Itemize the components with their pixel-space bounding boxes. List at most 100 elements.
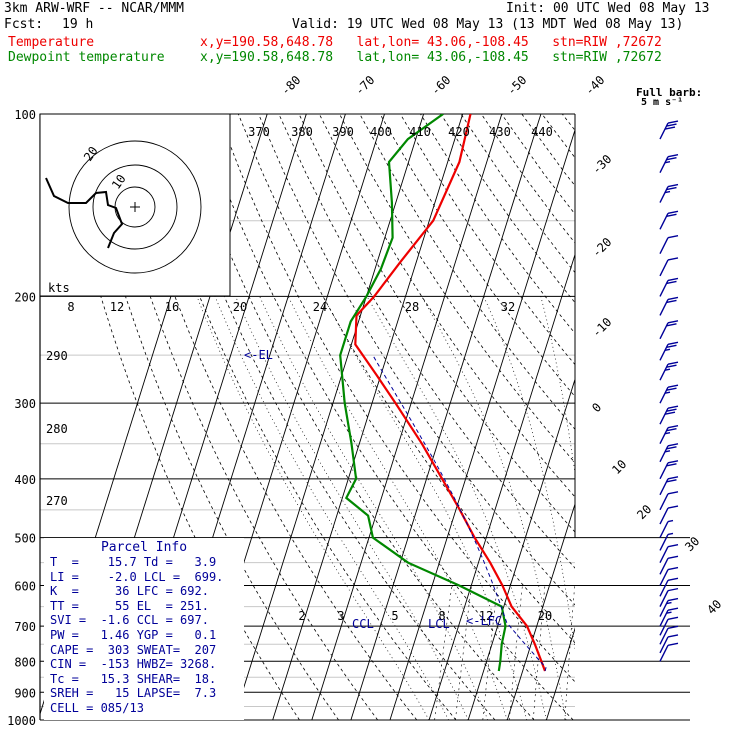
parcel-info-row: CIN = -153 HWBZ= 3268. bbox=[50, 657, 217, 672]
hodograph-speed-label: 8 bbox=[67, 300, 74, 314]
wind-barb-flag bbox=[666, 364, 677, 368]
wind-barb-flag bbox=[667, 234, 679, 239]
dry-adiabat bbox=[480, 114, 575, 244]
parcel-info-title: Parcel Info bbox=[100, 540, 188, 555]
dry-adiabat bbox=[116, 114, 418, 720]
wind-barb-flag bbox=[667, 476, 679, 480]
wind-barb bbox=[659, 597, 679, 617]
wind-barb-staff bbox=[659, 507, 669, 525]
wind-barb bbox=[659, 555, 679, 575]
wind-barb-staff bbox=[659, 619, 669, 636]
wind-barb-flag bbox=[667, 616, 679, 621]
wind-barb-flag bbox=[666, 280, 677, 285]
init-time: Init: 00 UTC Wed 08 May 13 bbox=[506, 1, 710, 16]
wind-barb-half bbox=[666, 611, 672, 614]
wind-barb-flag bbox=[667, 460, 679, 464]
wind-barb-half bbox=[664, 450, 671, 453]
mixing-ratio-label: 20 bbox=[538, 609, 552, 623]
wind-barb bbox=[659, 405, 679, 425]
wind-barb-flag bbox=[667, 183, 679, 188]
wind-barb-flag bbox=[667, 296, 679, 301]
mixing-ratio-label: 2 bbox=[298, 609, 305, 623]
wind-barb bbox=[659, 476, 679, 496]
wind-barb-flag bbox=[667, 491, 679, 495]
dry-adiabat bbox=[440, 114, 575, 304]
wind-barb-half bbox=[664, 348, 671, 352]
wind-barb-flag bbox=[664, 411, 676, 415]
wind-barb-flag bbox=[667, 634, 679, 638]
wind-barb-staff bbox=[659, 590, 669, 607]
wind-barb-flag bbox=[667, 505, 679, 509]
wind-barb-flag bbox=[666, 463, 677, 467]
wind-barb bbox=[659, 320, 679, 340]
parcel-info-row: SVI = -1.6 CCL = 697. bbox=[50, 613, 209, 628]
dry-adiabat bbox=[561, 114, 575, 132]
isotherm-line bbox=[664, 114, 740, 720]
parcel-info-panel: Parcel Info T = 15.7 Td = 3.9 LI = -2.0 L… bbox=[44, 538, 244, 720]
moist-adiabat bbox=[586, 296, 625, 720]
isotherm-line bbox=[625, 114, 740, 720]
wind-barb-flag bbox=[666, 387, 677, 391]
wind-barb bbox=[659, 642, 679, 662]
wind-barb bbox=[659, 341, 679, 361]
dry-adiabat bbox=[541, 114, 575, 159]
isotherm-label: -30 bbox=[589, 152, 614, 177]
isotherm-line bbox=[389, 128, 575, 720]
theta-e-label: 440 bbox=[531, 125, 553, 139]
wind-barb-staff bbox=[659, 521, 669, 538]
isotherm-label: 0 bbox=[589, 400, 604, 415]
dry-adiabat bbox=[217, 114, 575, 683]
parcel-info-row: CELL = 085/13 bbox=[50, 700, 144, 715]
dry-adiabat bbox=[460, 114, 575, 274]
parcel-info-rows: T = 15.7 Td = 3.9 LI = -2.0 LCL = 699. K =… bbox=[44, 555, 244, 716]
isotherm-label: 10 bbox=[609, 457, 629, 477]
dewpoint-profile bbox=[339, 114, 507, 672]
wind-barb-staff bbox=[659, 493, 669, 511]
wind-barb bbox=[659, 296, 679, 316]
temperature-profile bbox=[354, 114, 547, 672]
dry-adiabat bbox=[278, 114, 575, 569]
pressure-tick-label: 700 bbox=[14, 620, 36, 634]
wind-barb-staff bbox=[659, 627, 669, 645]
parcel-info-row: TT = 55 EL = 251. bbox=[50, 598, 209, 613]
dry-adiabat bbox=[96, 114, 379, 720]
wind-barb-flag bbox=[667, 587, 679, 592]
wind-barb-half bbox=[664, 391, 671, 394]
mixing-ratio-label: 5 bbox=[391, 609, 398, 623]
moist-adiabat bbox=[540, 296, 575, 476]
wind-barb bbox=[659, 425, 679, 445]
dry-adiabat bbox=[339, 114, 575, 464]
el-label: <-EL bbox=[244, 348, 273, 362]
wind-barb bbox=[659, 543, 679, 563]
pressure-tick-label: 100 bbox=[14, 108, 36, 122]
wind-barb bbox=[659, 361, 679, 381]
pressure-tick-label: 900 bbox=[14, 686, 36, 700]
parcel-info-row: T = 15.7 Td = 3.9 bbox=[50, 555, 217, 569]
wind-barb bbox=[659, 577, 679, 597]
dry-adiabat bbox=[318, 114, 575, 498]
mixing-ratio-line bbox=[564, 585, 575, 720]
dry-adiabat bbox=[583, 114, 740, 720]
wind-barb bbox=[659, 277, 679, 297]
theta-e-label: 370 bbox=[248, 125, 270, 139]
temperature-legend: Temperature bbox=[8, 35, 95, 50]
pressure-tick-label: 200 bbox=[14, 290, 36, 304]
dry-adiabat bbox=[521, 114, 575, 187]
wind-barb-flag bbox=[666, 479, 677, 483]
theta-label: 280 bbox=[46, 422, 68, 436]
wind-barb-staff bbox=[659, 259, 669, 277]
wind-barb-flag bbox=[667, 341, 679, 346]
wind-barb bbox=[659, 616, 679, 636]
wind-barb-flag bbox=[666, 123, 677, 127]
theta-e-label: 430 bbox=[489, 125, 511, 139]
wind-barb-flag bbox=[666, 408, 677, 412]
wind-barb-flag bbox=[667, 154, 679, 158]
wind-barb bbox=[659, 505, 679, 525]
wind-barb-flag bbox=[667, 257, 679, 261]
wind-barb-half bbox=[667, 532, 674, 536]
wind-barb-flag bbox=[667, 384, 679, 388]
moist-adiabat bbox=[259, 296, 489, 720]
wind-barb-staff bbox=[659, 569, 669, 586]
ccl-label: CCL bbox=[352, 617, 374, 631]
